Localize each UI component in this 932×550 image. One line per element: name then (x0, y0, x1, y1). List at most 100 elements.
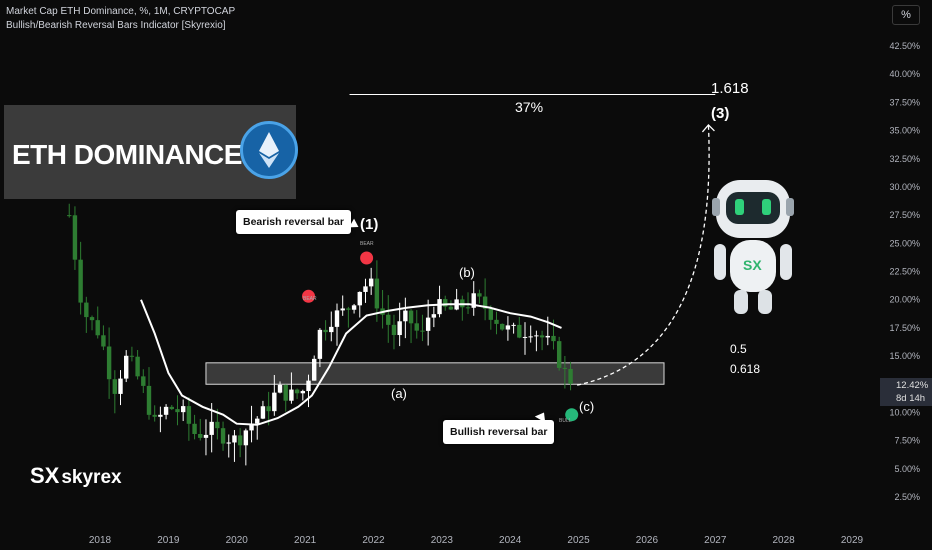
banner-title: ETH DOMINANCE (12, 139, 242, 170)
candle-body (294, 389, 300, 394)
fib-05-label: 0.5 (730, 342, 747, 356)
candle-body (329, 326, 334, 333)
fib-target-label: 1.618 (711, 80, 749, 97)
candle-body (289, 389, 294, 401)
bullish-reversal-callout: Bullish reversal bar (443, 420, 555, 444)
candle-body (397, 321, 402, 336)
candle-body (477, 293, 482, 297)
candle-body (534, 335, 539, 337)
candle-body (539, 335, 545, 338)
candle-body (528, 336, 533, 338)
x-tick-label: 2026 (636, 535, 659, 546)
candle-body (471, 293, 476, 308)
bull-tag: BULL (559, 418, 572, 424)
candle-body (220, 428, 226, 444)
candle-body (84, 302, 89, 318)
candle-body (146, 385, 152, 415)
wave-c-label: (c) (579, 399, 595, 414)
wave-a-label: (a) (391, 386, 407, 401)
candle-body (482, 296, 488, 309)
y-tick-label: 5.00% (894, 464, 920, 474)
candle-body (209, 421, 214, 435)
candle-body (255, 418, 260, 424)
candle-body (425, 317, 431, 331)
candle-body (266, 406, 271, 412)
candle-body (198, 433, 203, 438)
candle-body (323, 329, 328, 333)
candle-body (169, 406, 174, 410)
wave-1-label: (1) (360, 216, 379, 233)
percent-scale-button[interactable]: % (892, 5, 920, 25)
fib-0618-label: 0.618 (730, 362, 761, 376)
candle-body (72, 215, 78, 260)
bearish-reversal-callout: Bearish reversal bar (236, 210, 351, 234)
bull-marker (565, 408, 579, 422)
candle-body (277, 384, 283, 393)
y-tick-label: 32.50% (889, 154, 920, 164)
x-tick-label: 2024 (499, 535, 522, 546)
x-tick-label: 2025 (567, 535, 590, 546)
candle-body (517, 324, 522, 338)
last-price-value: 12.42% (896, 380, 929, 391)
candle-body (300, 391, 306, 394)
candle-body (374, 278, 380, 309)
candle-body (494, 319, 499, 324)
bear-tag-2: BEAR (360, 241, 374, 247)
y-tick-label: 10.00% (889, 407, 920, 417)
candle-body (500, 323, 505, 330)
y-tick-label: 37.50% (889, 97, 920, 107)
candle-body (78, 259, 83, 303)
candle-body (317, 329, 323, 359)
candle-body (386, 314, 391, 325)
candle-body (129, 355, 135, 357)
y-axis: 2.50%5.00%7.50%10.00%12.50%15.00%17.50%2… (880, 0, 932, 550)
candle-body (340, 308, 345, 311)
y-tick-label: 2.50% (894, 492, 920, 502)
candle-body (186, 406, 192, 424)
x-tick-label: 2029 (841, 535, 864, 546)
candle-body (95, 320, 100, 336)
bear-marker (360, 251, 374, 265)
x-axis: 2018 2019 2020 2021 2022 2023 2024 2025 2026 2027… (89, 535, 864, 546)
x-tick-label: 2027 (704, 535, 727, 546)
candle-body (192, 423, 197, 434)
candle-body (249, 423, 254, 431)
candle-body (357, 291, 362, 306)
candle-body (545, 335, 550, 338)
candle-body (237, 435, 243, 446)
x-tick-label: 2018 (89, 535, 112, 546)
candle-body (351, 305, 357, 310)
skyrex-brand-text: skyrex (61, 467, 122, 488)
x-tick-label: 2021 (294, 535, 317, 546)
candle-body (414, 323, 419, 331)
projection-arrowhead (701, 123, 715, 133)
target-percent-label: 37% (509, 99, 550, 115)
x-tick-label: 2020 (226, 535, 249, 546)
y-tick-label: 27.50% (889, 210, 920, 220)
candle-body (124, 355, 129, 379)
candle-body (215, 421, 220, 429)
y-tick-label: 40.00% (889, 69, 920, 79)
y-tick-label: 35.00% (889, 126, 920, 136)
skyrex-logo: SX skyrex (30, 463, 122, 489)
y-tick-label: 30.00% (889, 182, 920, 192)
y-tick-label: 25.00% (889, 238, 920, 248)
y-tick-label: 22.50% (889, 267, 920, 277)
candle-body (431, 314, 437, 318)
robot-mascot-icon: SX (708, 170, 798, 320)
candle-body (334, 310, 340, 327)
candle-body (67, 215, 72, 217)
bear-tag-1: BEAR (303, 296, 317, 302)
chart-title: Market Cap ETH Dominance, %, 1M, CRYPTOC… (6, 6, 236, 17)
candle-body (158, 414, 163, 417)
candle-body (283, 384, 288, 401)
svg-text:SX: SX (743, 257, 762, 273)
candle-body (408, 310, 414, 324)
x-tick-label: 2028 (773, 535, 796, 546)
candle-body (163, 406, 169, 415)
skyrex-mark-icon: SX (30, 463, 60, 488)
candle-body (363, 286, 368, 292)
candle-body (306, 380, 311, 392)
candle-body (180, 406, 186, 413)
